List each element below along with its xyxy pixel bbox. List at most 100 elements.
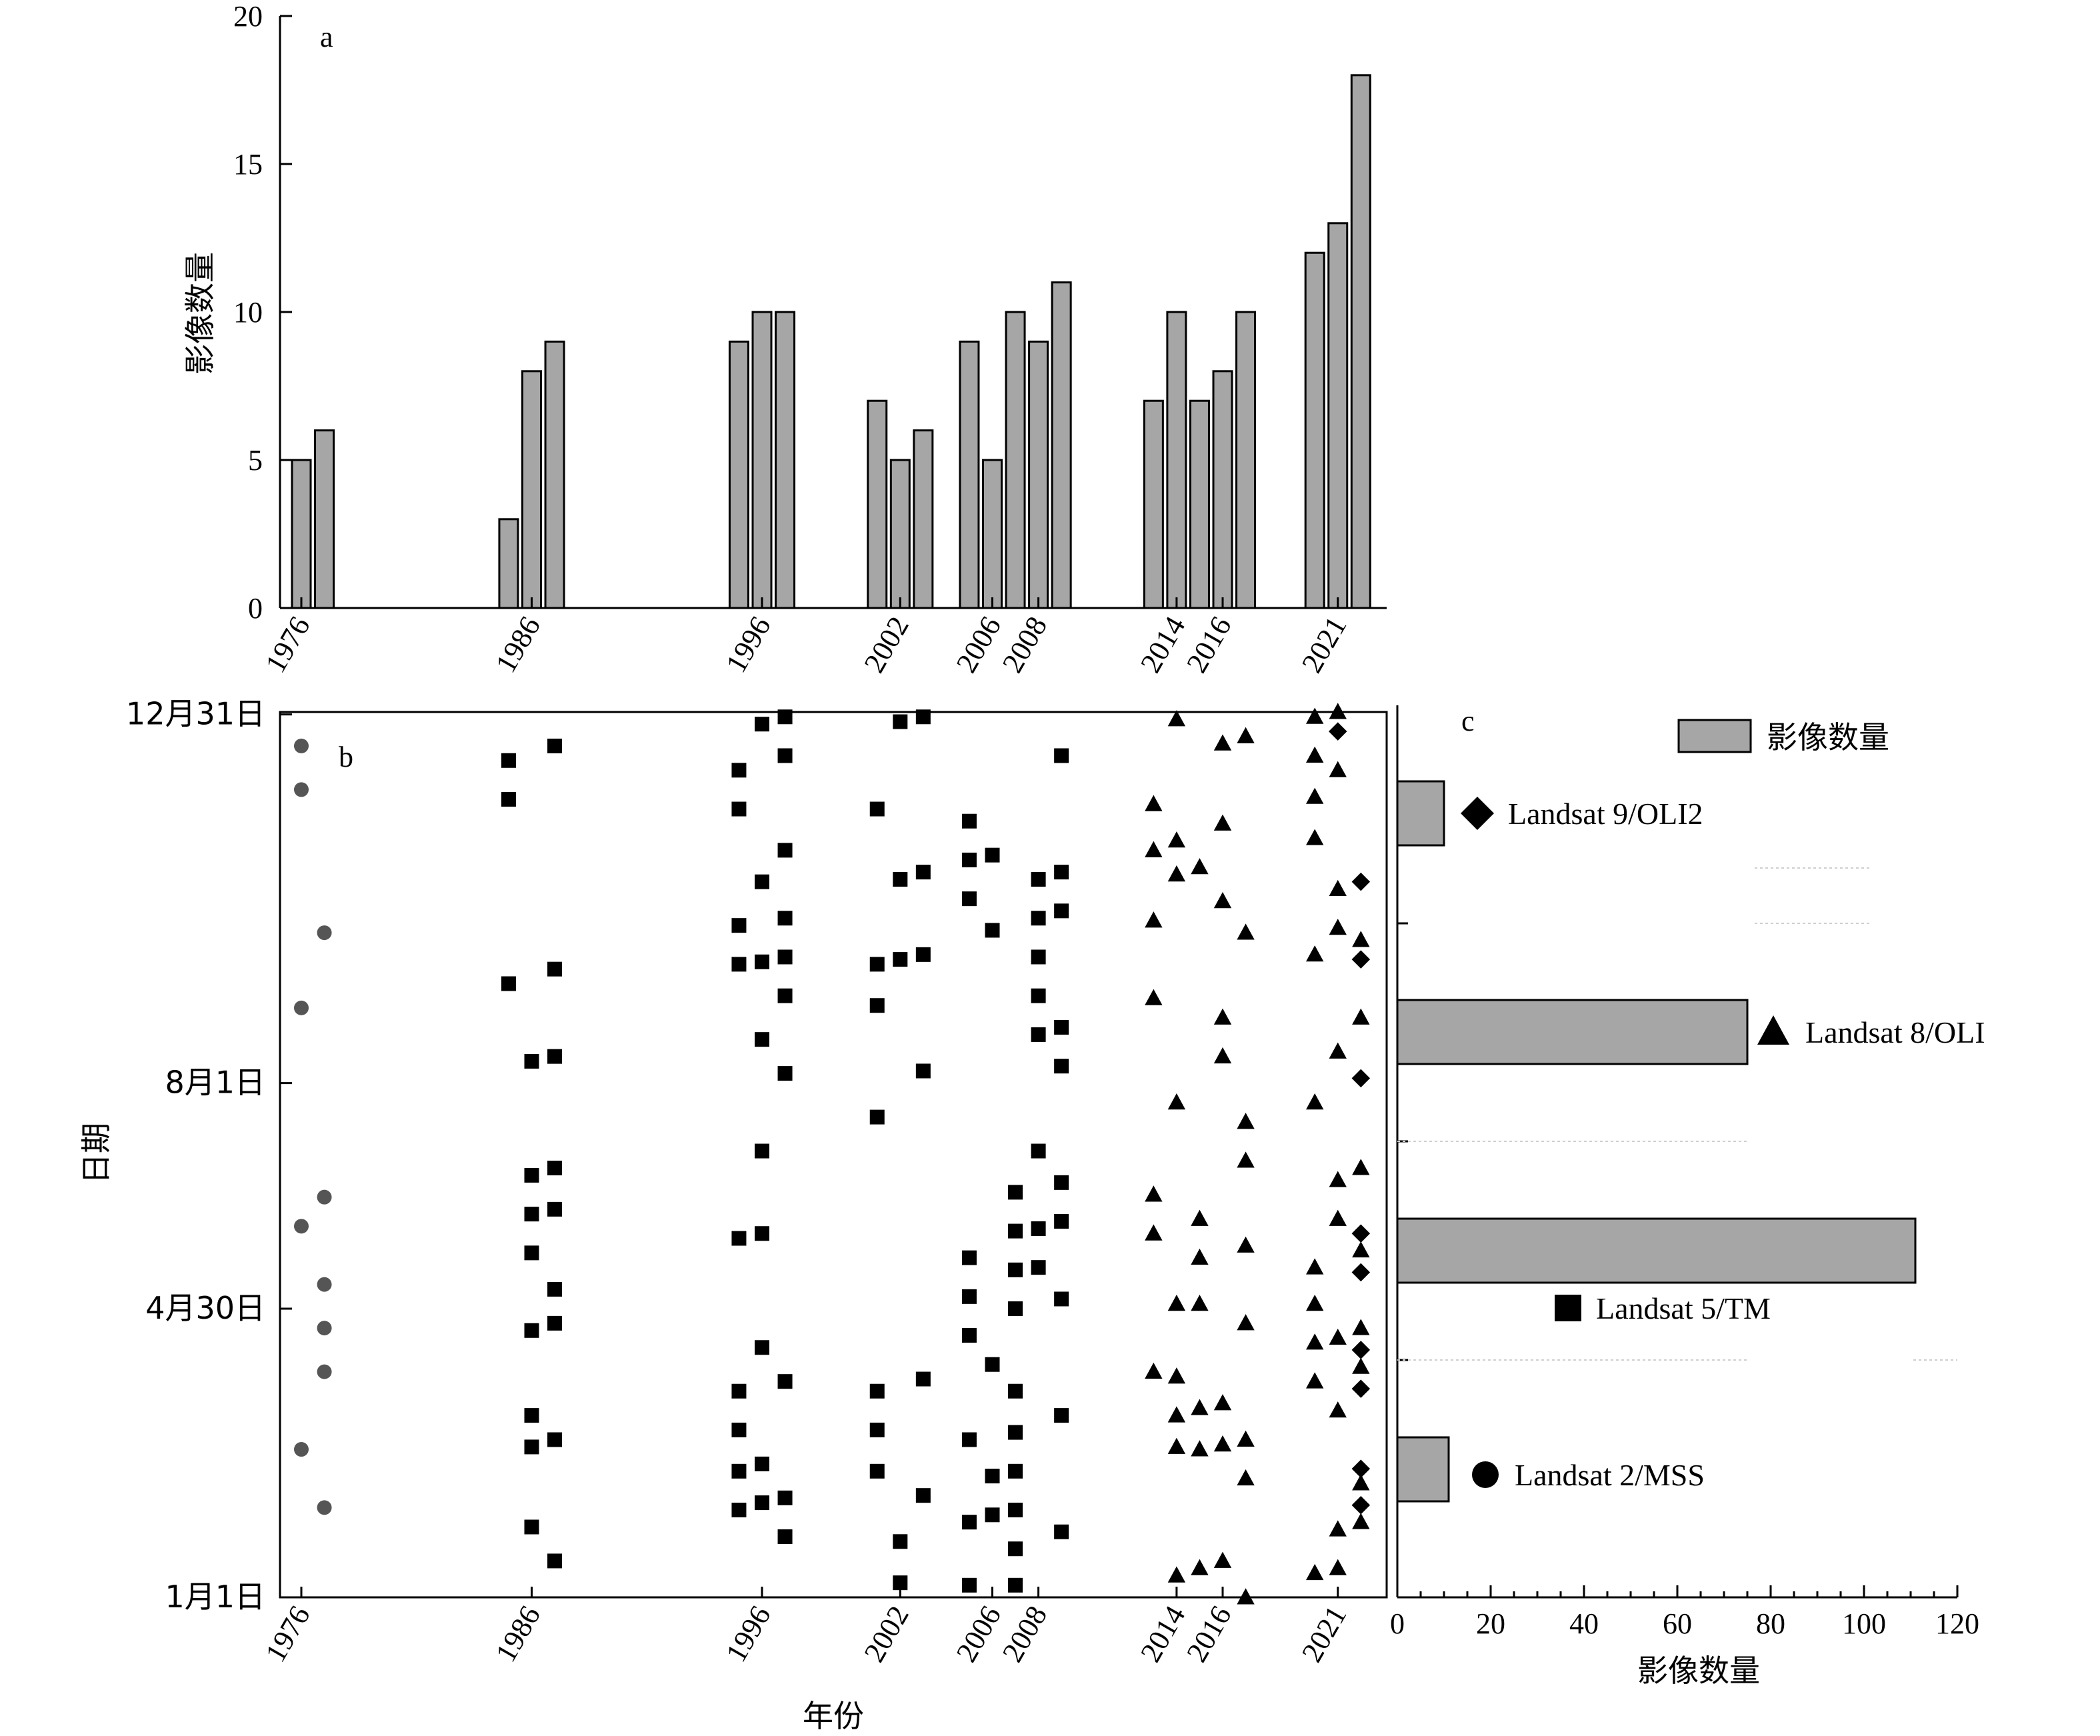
panel-b-point-triangle xyxy=(1329,1328,1347,1345)
panel-a-bar xyxy=(751,311,773,609)
panel-b-point-square xyxy=(524,1323,539,1338)
panel-b-point-square xyxy=(1008,1577,1023,1593)
panel-b-x-tick-label: 2016 xyxy=(1180,1601,1237,1668)
panel-a-bar xyxy=(544,340,565,609)
panel-b-point-triangle xyxy=(1167,1093,1186,1110)
panel-b-point-square xyxy=(777,1490,793,1505)
panel-a-bar xyxy=(1327,222,1349,609)
panel-b-point-square xyxy=(893,952,908,967)
panel-a-bar xyxy=(1143,399,1164,609)
panel-b-point-square xyxy=(547,1553,563,1569)
panel-b-point-circle xyxy=(317,1277,332,1292)
panel-b-point-triangle xyxy=(1191,858,1209,875)
panel-a-label: a xyxy=(320,21,333,53)
panel-b-point-diamond xyxy=(1351,1341,1371,1359)
panel-b-point-square xyxy=(893,1534,908,1549)
panel-b-point-triangle xyxy=(1306,787,1324,804)
panel-b-x-tick-label: 2008 xyxy=(996,1601,1053,1668)
panel-a-bar xyxy=(1212,370,1233,609)
panel-b-point-triangle xyxy=(1329,1171,1347,1187)
panel-b-point-square xyxy=(731,1503,747,1518)
panel-b-point-square xyxy=(1008,1503,1023,1518)
panel-b-point-square xyxy=(547,1315,563,1331)
panel-c-bar xyxy=(1396,780,1445,847)
panel-b-point-triangle xyxy=(1167,1566,1186,1583)
panel-b-point-square xyxy=(777,1374,793,1389)
panel-b-point-square xyxy=(755,1495,769,1511)
panel-b-point-square xyxy=(961,813,977,829)
panel-b-point-square xyxy=(1008,1185,1023,1200)
panel-b-point-square xyxy=(755,1143,769,1159)
panel-a-bar xyxy=(889,459,911,609)
panel-b-point-circle xyxy=(317,925,332,941)
panel-b-point-square xyxy=(961,1250,977,1265)
panel-b-x-tick-label: 2021 xyxy=(1295,1601,1353,1668)
panel-b-point-triangle xyxy=(1237,1113,1255,1129)
panel-b-y-tick-label: 1月1日 xyxy=(165,1579,265,1615)
panel-b-point-triangle xyxy=(1191,1399,1209,1415)
panel-a-y-tick-label: 0 xyxy=(248,592,263,625)
panel-b-point-square xyxy=(501,753,516,768)
panel-b-point-square xyxy=(777,843,793,858)
panel-b-point-square xyxy=(755,1456,769,1471)
panel-b-point-square xyxy=(547,1281,563,1297)
panel-b-point-triangle xyxy=(1306,829,1324,845)
panel-b-point-square xyxy=(985,1507,1000,1523)
panel-b-y-tick-label: 12月31日 xyxy=(126,696,265,732)
panel-b-point-triangle xyxy=(1352,1513,1370,1529)
panel-b-point-triangle xyxy=(1167,831,1186,848)
panel-b-point-triangle xyxy=(1167,865,1186,882)
panel-a-bar xyxy=(775,311,796,609)
panel-b-point-triangle xyxy=(1352,1357,1370,1374)
panel-a-bar xyxy=(291,459,312,609)
panel-b-point-square xyxy=(524,1439,539,1455)
panel-b-point-square xyxy=(869,1383,885,1399)
panel-c-category-label: Landsat 2/MSS xyxy=(1515,1458,1705,1492)
panel-b-point-triangle xyxy=(1145,795,1163,811)
panel-a-x-tick-label: 2008 xyxy=(996,611,1053,679)
panel-c-circle-icon xyxy=(1472,1461,1499,1488)
panel-b-point-triangle xyxy=(1145,1185,1163,1202)
panel-a-bar xyxy=(728,340,749,609)
panel-b-point-square xyxy=(1031,1260,1046,1275)
panel-b-point-square xyxy=(869,1109,885,1125)
panel-c-label: c xyxy=(1461,705,1475,737)
panel-b-point-square xyxy=(777,988,793,1003)
panel-b-point-triangle xyxy=(1191,1440,1209,1457)
panel-b-point-square xyxy=(961,1432,977,1447)
panel-b-frame xyxy=(279,711,1388,1599)
panel-b-point-triangle xyxy=(1145,841,1163,857)
panel-b-point-triangle xyxy=(1145,989,1163,1005)
panel-b-point-square xyxy=(547,961,563,977)
panel-b-point-triangle xyxy=(1306,1258,1324,1275)
panel-b-point-triangle xyxy=(1167,710,1186,727)
panel-b-point-square xyxy=(1008,1383,1023,1399)
panel-b-point-triangle xyxy=(1213,1394,1232,1411)
panel-b-point-diamond xyxy=(1351,1459,1371,1478)
panel-b-point-square xyxy=(961,891,977,907)
panel-b-point-square xyxy=(961,852,977,867)
panel-a-bar xyxy=(1051,281,1072,609)
panel-b-point-triangle xyxy=(1167,1367,1186,1384)
panel-b-point-diamond xyxy=(1351,1379,1371,1398)
panel-a-bar xyxy=(498,518,519,609)
panel-b-point-triangle xyxy=(1145,1224,1163,1241)
panel-a-y-tick-label: 15 xyxy=(233,148,263,181)
panel-c-square-icon xyxy=(1555,1295,1581,1321)
panel-b-point-triangle xyxy=(1213,734,1232,751)
panel-b-point-square xyxy=(961,1328,977,1343)
panel-b-point-square xyxy=(1008,1425,1023,1440)
panel-b-point-triangle xyxy=(1306,1372,1324,1389)
panel-b-point-square xyxy=(915,1488,931,1503)
panel-b-x-tick-label: 1976 xyxy=(259,1601,316,1668)
panel-b-y-axis-title: 日期 xyxy=(78,1123,114,1184)
panel-b-point-square xyxy=(731,1422,747,1437)
panel-b-point-square xyxy=(731,763,747,778)
panel-b-point-triangle xyxy=(1352,1319,1370,1335)
panel-a-bar xyxy=(1189,399,1210,609)
panel-b-point-diamond xyxy=(1351,1263,1371,1282)
panel-b-x-axis-title: 年份 xyxy=(803,1698,864,1734)
panel-a-bar xyxy=(1028,340,1049,609)
